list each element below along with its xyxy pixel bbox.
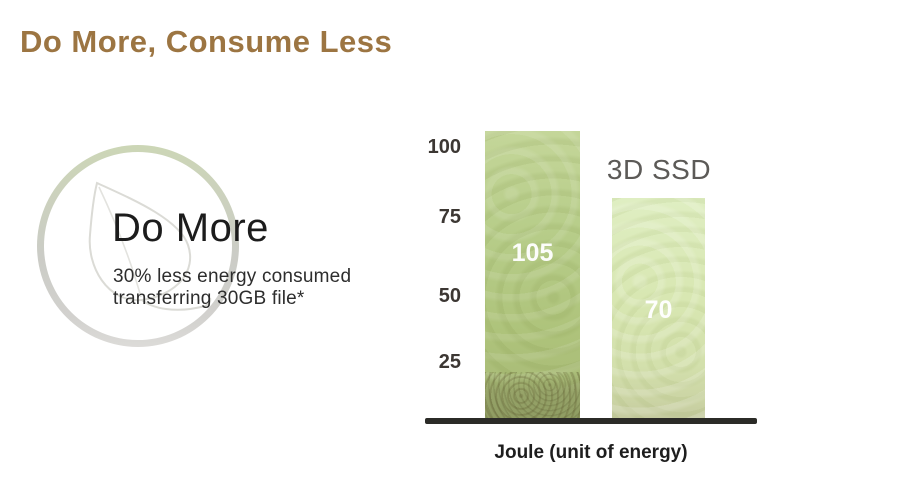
page-title: Do More, Consume Less — [20, 24, 393, 59]
bar-hdd-energy: 105 — [485, 131, 580, 418]
y-tick-25: 25 — [438, 351, 461, 373]
leaf-circle-inner — [44, 152, 232, 340]
description-line-2: transferring 30GB file* — [113, 288, 305, 309]
bar-3d-ssd-energy: 70 — [612, 198, 705, 418]
x-axis-label: Joule (unit of energy) — [494, 442, 688, 463]
bar-texture — [485, 372, 580, 418]
leaf-circle-badge — [37, 145, 239, 347]
y-tick-50: 50 — [438, 285, 461, 307]
do-more-heading: Do More — [112, 206, 269, 250]
y-tick-100: 100 — [427, 136, 461, 158]
description-line-1: 30% less energy consumed — [113, 266, 352, 287]
y-tick-75: 75 — [438, 206, 461, 228]
bar-value-label: 105 — [511, 239, 554, 267]
bar-category-label-3d-ssd: 3D SSD — [606, 154, 712, 185]
x-axis-line — [425, 418, 757, 424]
bar-value-label: 70 — [644, 296, 673, 324]
leaf-icon — [88, 181, 212, 311]
do-more-description: 30% less energy consumed transferring 30… — [113, 266, 351, 310]
